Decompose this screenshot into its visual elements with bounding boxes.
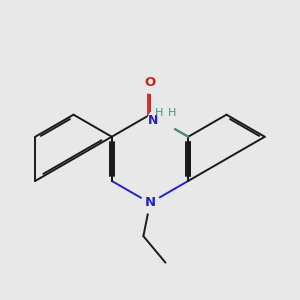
Text: H: H [155, 109, 164, 118]
Text: H: H [168, 109, 176, 118]
Text: N: N [144, 196, 156, 209]
Text: O: O [144, 76, 156, 89]
Text: N: N [148, 114, 158, 127]
